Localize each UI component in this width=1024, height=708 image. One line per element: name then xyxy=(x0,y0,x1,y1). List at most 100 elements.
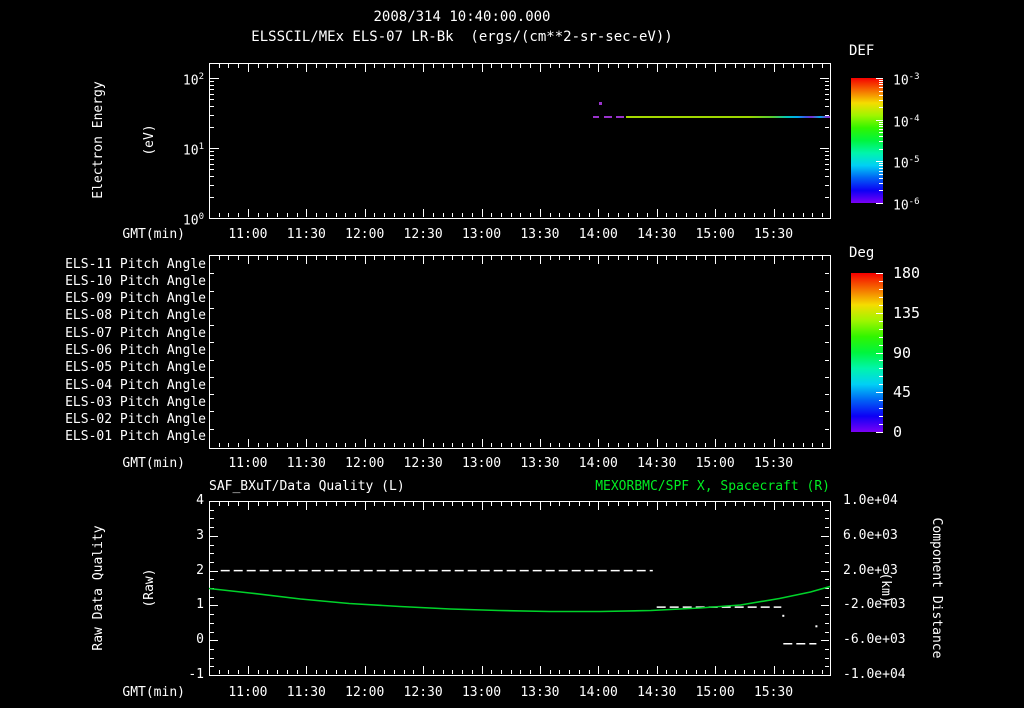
axis-tick xyxy=(413,670,414,674)
x-tick-label: 11:00 xyxy=(228,456,268,471)
axis-tick xyxy=(628,670,629,674)
axis-tick xyxy=(443,256,444,260)
axis-tick xyxy=(210,151,214,152)
axis-tick xyxy=(210,176,214,177)
axis-tick xyxy=(821,640,829,641)
axis-tick xyxy=(355,443,356,447)
axis-tick xyxy=(647,256,648,260)
axis-tick xyxy=(228,213,229,217)
def-cbar-tick-label: 10-5 xyxy=(893,155,920,172)
axis-tick xyxy=(812,443,813,447)
axis-tick xyxy=(306,439,307,447)
axis-tick xyxy=(820,148,829,149)
x-tick-label: 11:30 xyxy=(286,685,326,700)
axis-tick xyxy=(530,502,531,506)
axis-tick xyxy=(744,502,745,506)
axis-tick xyxy=(491,670,492,674)
axis-tick xyxy=(238,670,239,674)
axis-tick xyxy=(774,502,775,510)
x-tick-label: 11:00 xyxy=(228,685,268,700)
axis-tick xyxy=(618,443,619,447)
axis-tick xyxy=(228,443,229,447)
axis-tick xyxy=(210,89,214,90)
axis-tick xyxy=(696,256,697,260)
axis-tick xyxy=(825,325,829,326)
axis-tick xyxy=(559,443,560,447)
axis-tick xyxy=(210,640,218,641)
axis-tick xyxy=(501,256,502,260)
axis-tick xyxy=(879,400,883,401)
axis-tick xyxy=(825,658,829,659)
axis-tick xyxy=(879,171,883,172)
axis-tick xyxy=(686,64,687,68)
axis-tick xyxy=(754,64,755,68)
def-cbar-tick-label: 10-6 xyxy=(893,197,920,214)
axis-tick xyxy=(676,256,677,260)
axis-tick xyxy=(657,439,658,447)
axis-tick xyxy=(618,502,619,506)
x-tick-label: 12:30 xyxy=(403,456,443,471)
axis-tick xyxy=(511,502,512,506)
axis-tick xyxy=(394,443,395,447)
axis-tick xyxy=(812,213,813,217)
deg-cbar-tick-label: 180 xyxy=(893,264,921,282)
axis-tick xyxy=(686,256,687,260)
axis-tick xyxy=(647,213,648,217)
axis-tick xyxy=(210,115,214,116)
axis-tick xyxy=(876,432,883,433)
axis-tick xyxy=(258,64,259,68)
axis-tick xyxy=(715,439,716,447)
axis-tick xyxy=(316,502,317,506)
axis-tick xyxy=(812,502,813,506)
axis-tick xyxy=(825,614,829,615)
axis-tick xyxy=(825,588,829,589)
axis-tick xyxy=(754,213,755,217)
x-tick-label: 14:00 xyxy=(578,685,618,700)
axis-tick xyxy=(550,443,551,447)
axis-tick xyxy=(316,213,317,217)
axis-tick xyxy=(754,502,755,506)
axis-tick xyxy=(267,502,268,506)
axis-tick xyxy=(715,666,716,674)
axis-tick xyxy=(540,209,541,217)
axis-tick xyxy=(666,670,667,674)
axis-tick xyxy=(735,64,736,68)
axis-tick xyxy=(825,106,829,107)
energy-y-tick-label: 101 xyxy=(182,142,204,159)
axis-tick xyxy=(783,64,784,68)
axis-tick xyxy=(297,502,298,506)
axis-tick xyxy=(879,376,883,377)
axis-tick xyxy=(764,670,765,674)
axis-tick xyxy=(384,670,385,674)
axis-tick xyxy=(404,213,405,217)
axis-tick xyxy=(764,502,765,506)
axis-tick xyxy=(443,64,444,68)
axis-tick xyxy=(825,85,829,86)
axis-tick xyxy=(598,64,599,72)
axis-tick xyxy=(258,670,259,674)
x-tick-label: 13:30 xyxy=(520,456,560,471)
axis-tick xyxy=(520,213,521,217)
axis-tick xyxy=(491,256,492,260)
axis-tick xyxy=(540,64,541,72)
axis-tick xyxy=(287,502,288,506)
energy-trace-dot xyxy=(599,102,602,105)
energy-y-axis-title-line1: Electron Energy xyxy=(91,81,106,199)
axis-tick xyxy=(394,213,395,217)
axis-tick xyxy=(210,666,214,667)
deg-cbar-tick-label: 0 xyxy=(893,423,903,441)
axis-tick xyxy=(825,429,829,430)
distance-y-tick-label: 2.0e+03 xyxy=(843,563,898,578)
axis-tick xyxy=(822,670,823,674)
axis-tick xyxy=(210,518,214,519)
axis-tick xyxy=(628,213,629,217)
axis-tick xyxy=(637,670,638,674)
axis-tick xyxy=(803,213,804,217)
axis-tick xyxy=(210,394,214,395)
axis-tick xyxy=(355,502,356,506)
axis-tick xyxy=(579,64,580,68)
axis-tick xyxy=(825,99,829,100)
axis-tick xyxy=(228,256,229,260)
axis-tick xyxy=(210,85,214,86)
axis-tick xyxy=(462,670,463,674)
